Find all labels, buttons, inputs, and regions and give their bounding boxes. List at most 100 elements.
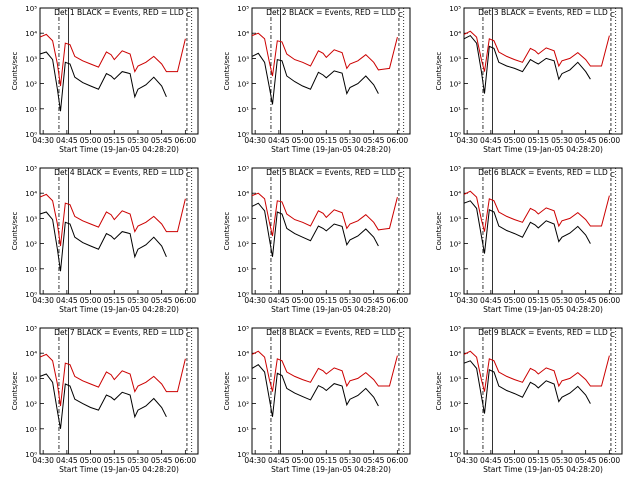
y-tick-label: 10³ xyxy=(237,215,249,223)
y-axis-label: Counts/sec xyxy=(11,212,19,251)
panel-det-5: Det 5 BLACK = Events, RED = LLD C 04:30 04:… xyxy=(223,165,411,314)
y-tick-label: 10³ xyxy=(237,375,249,383)
panel-title: Det 9 BLACK = Events, RED = LLD xyxy=(478,328,608,337)
x-tick-label: 05:30 xyxy=(127,456,149,465)
y-tick-label: 10⁰ xyxy=(237,131,249,139)
lld-line xyxy=(251,192,398,237)
panel-title: Det 5 BLACK = Events, RED = LLD xyxy=(266,168,396,177)
y-tick-label: 10² xyxy=(237,241,249,249)
y-tick-label: 10⁰ xyxy=(237,451,249,459)
plot-frame xyxy=(463,167,623,295)
y-tick-label: 10⁴ xyxy=(237,350,249,358)
x-tick-label: 04:45 xyxy=(268,456,290,465)
y-tick-label: 10¹ xyxy=(449,426,461,434)
y-tick-label: 10¹ xyxy=(25,106,37,114)
x-tick-label: 05:45 xyxy=(363,456,385,465)
x-tick-label: 06:00 xyxy=(387,296,409,305)
y-tick-label: 10² xyxy=(25,81,37,89)
y-tick-label: 10⁴ xyxy=(25,30,37,38)
x-tick-label: 04:45 xyxy=(480,456,502,465)
y-tick-label: 10⁵ xyxy=(237,165,249,173)
y-tick-label: 10³ xyxy=(25,215,37,223)
x-tick-label: 05:30 xyxy=(551,456,573,465)
x-tick-label: 06:00 xyxy=(387,456,409,465)
corner-label: C xyxy=(186,11,191,19)
x-tick-label: 05:45 xyxy=(151,136,173,145)
lld-line xyxy=(39,353,186,407)
events-line xyxy=(39,51,167,112)
x-axis-label: Start Time (19-Jan-05 04:28:20) xyxy=(271,305,391,314)
x-tick-label: 05:30 xyxy=(339,456,361,465)
plot-frame xyxy=(463,327,623,455)
x-tick-label: 05:30 xyxy=(339,296,361,305)
series-group xyxy=(463,30,610,94)
x-tick-label: 05:00 xyxy=(80,136,102,145)
y-tick-label: 10⁰ xyxy=(237,291,249,299)
plot-frame xyxy=(251,327,411,455)
y-tick-label: 10⁴ xyxy=(237,30,249,38)
y-tick-label: 10¹ xyxy=(237,426,249,434)
x-tick-label: 04:30 xyxy=(456,296,478,305)
lld-line xyxy=(251,350,398,392)
y-tick-label: 10¹ xyxy=(449,266,461,274)
panel-det-3: Det 3 BLACK = Events, RED = LLD C 04:30 04:… xyxy=(435,5,623,154)
panel-title: Det 4 BLACK = Events, RED = LLD xyxy=(54,168,184,177)
plot-frame xyxy=(251,167,411,295)
x-tick-label: 05:45 xyxy=(363,136,385,145)
x-tick-label: 04:45 xyxy=(56,136,78,145)
corner-label: C xyxy=(610,11,615,19)
x-tick-label: 05:30 xyxy=(127,136,149,145)
x-tick-label: 05:15 xyxy=(103,456,125,465)
y-tick-label: 10³ xyxy=(237,55,249,63)
x-tick-label: 05:45 xyxy=(575,456,597,465)
panel-det-7: Det 7 BLACK = Events, RED = LLD C 04:30 04:… xyxy=(11,325,199,474)
x-tick-label: 05:15 xyxy=(315,136,337,145)
y-tick-label: 10² xyxy=(25,241,37,249)
series-group xyxy=(39,353,186,429)
y-tick-label: 10³ xyxy=(449,375,461,383)
y-tick-label: 10⁴ xyxy=(449,350,461,358)
x-tick-label: 05:15 xyxy=(527,456,549,465)
y-tick-label: 10⁴ xyxy=(449,30,461,38)
y-tick-label: 10¹ xyxy=(25,426,37,434)
y-tick-label: 10⁰ xyxy=(449,131,461,139)
y-axis-label: Counts/sec xyxy=(435,212,443,251)
x-axis-label: Start Time (19-Jan-05 04:28:20) xyxy=(483,465,603,474)
x-axis-label: Start Time (19-Jan-05 04:28:20) xyxy=(483,145,603,154)
events-line xyxy=(251,52,379,105)
panel-det-4: Det 4 BLACK = Events, RED = LLD C 04:30 04:… xyxy=(11,165,199,314)
events-line xyxy=(39,373,167,429)
y-tick-label: 10⁴ xyxy=(25,190,37,198)
x-tick-label: 05:00 xyxy=(292,136,314,145)
x-tick-label: 04:30 xyxy=(244,456,266,465)
x-tick-label: 04:30 xyxy=(32,296,54,305)
y-axis-label: Counts/sec xyxy=(435,372,443,411)
y-tick-label: 10¹ xyxy=(237,106,249,114)
y-tick-label: 10² xyxy=(237,401,249,409)
x-tick-label: 05:45 xyxy=(151,296,173,305)
y-axis-label: Counts/sec xyxy=(223,52,231,91)
plot-frame xyxy=(39,167,199,295)
events-line xyxy=(463,360,591,414)
y-tick-label: 10⁵ xyxy=(237,325,249,333)
y-tick-label: 10⁰ xyxy=(449,291,461,299)
y-axis-label: Counts/sec xyxy=(223,212,231,251)
events-line xyxy=(251,202,379,257)
panel-title: Det 7 BLACK = Events, RED = LLD xyxy=(54,328,184,337)
y-tick-label: 10² xyxy=(449,401,461,409)
x-tick-label: 05:45 xyxy=(575,136,597,145)
lld-line xyxy=(39,33,186,87)
lld-line xyxy=(463,30,610,72)
x-tick-label: 05:30 xyxy=(551,296,573,305)
y-tick-label: 10⁵ xyxy=(25,325,37,333)
corner-label: C xyxy=(610,331,615,339)
x-tick-label: 04:45 xyxy=(480,296,502,305)
y-tick-label: 10⁰ xyxy=(25,291,37,299)
x-tick-label: 05:15 xyxy=(103,296,125,305)
x-tick-label: 05:45 xyxy=(151,456,173,465)
corner-label: C xyxy=(186,171,191,179)
series-group xyxy=(251,192,398,257)
y-tick-label: 10⁴ xyxy=(237,190,249,198)
lld-line xyxy=(39,193,186,247)
